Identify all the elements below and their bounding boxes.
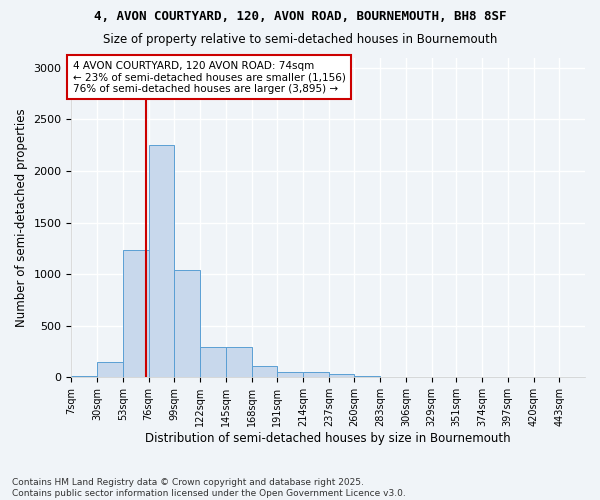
Bar — [71, 376, 97, 378]
Text: Size of property relative to semi-detached houses in Bournemouth: Size of property relative to semi-detach… — [103, 32, 497, 46]
Y-axis label: Number of semi-detached properties: Number of semi-detached properties — [15, 108, 28, 326]
Text: 4 AVON COURTYARD, 120 AVON ROAD: 74sqm
← 23% of semi-detached houses are smaller: 4 AVON COURTYARD, 120 AVON ROAD: 74sqm ←… — [73, 60, 346, 94]
Bar — [380, 377, 406, 378]
X-axis label: Distribution of semi-detached houses by size in Bournemouth: Distribution of semi-detached houses by … — [145, 432, 511, 445]
Bar — [329, 374, 355, 378]
Bar — [149, 145, 175, 378]
Bar — [277, 372, 303, 378]
Bar — [200, 348, 226, 378]
Bar — [355, 376, 380, 378]
Text: 4, AVON COURTYARD, 120, AVON ROAD, BOURNEMOUTH, BH8 8SF: 4, AVON COURTYARD, 120, AVON ROAD, BOURN… — [94, 10, 506, 23]
Bar — [175, 270, 200, 378]
Bar — [251, 366, 277, 378]
Bar — [303, 372, 329, 378]
Bar — [123, 250, 149, 378]
Bar — [226, 348, 251, 378]
Bar — [97, 362, 123, 378]
Text: Contains HM Land Registry data © Crown copyright and database right 2025.
Contai: Contains HM Land Registry data © Crown c… — [12, 478, 406, 498]
